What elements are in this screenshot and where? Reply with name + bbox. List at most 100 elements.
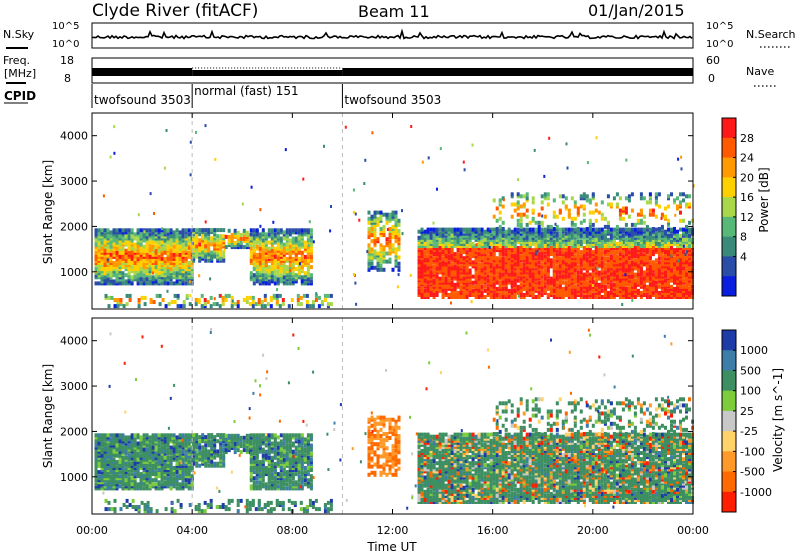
range-cell (616, 254, 619, 258)
range-cell (610, 228, 613, 232)
power-colorbar-tick-label: 28 (740, 132, 754, 145)
power-colorbar-tick-label: 20 (740, 171, 754, 184)
range-cell (270, 296, 273, 300)
range-cell (95, 228, 98, 232)
range-cell (544, 289, 547, 293)
range-cell (185, 243, 188, 247)
range-cell (116, 466, 119, 470)
range-cell (182, 228, 185, 232)
range-cell (667, 234, 670, 238)
range-cell (129, 294, 132, 298)
range-cell (161, 227, 163, 230)
range-cell (165, 304, 168, 308)
range-cell (368, 262, 371, 266)
range-cell (285, 148, 287, 151)
range-cell (454, 283, 457, 287)
range-cell (355, 213, 357, 216)
range-cell (188, 261, 191, 265)
range-cell (353, 189, 355, 192)
range-cell (125, 273, 128, 277)
range-cell (646, 225, 649, 229)
power-colorbar-swatch (722, 177, 736, 197)
range-cell (532, 209, 535, 213)
range-cell (185, 263, 188, 267)
range-cell (427, 242, 430, 246)
range-cell (237, 243, 240, 247)
range-cell (466, 240, 469, 244)
range-cell (122, 247, 125, 251)
range-cell (398, 245, 401, 249)
range-cell (646, 285, 649, 289)
range-cell (225, 245, 228, 249)
range-cell (219, 234, 222, 238)
range-cell (589, 198, 592, 202)
range-cell (292, 277, 295, 281)
range-cell (601, 228, 604, 232)
range-cell (188, 239, 191, 243)
range-cell (131, 228, 134, 232)
range-cell (110, 279, 113, 283)
range-cell (649, 242, 652, 246)
range-cell (568, 209, 571, 213)
range-cell (544, 269, 547, 273)
range-cell (466, 228, 469, 232)
range-cell (685, 194, 688, 198)
range-cell (155, 273, 158, 277)
range-cell (398, 266, 401, 270)
range-cell (159, 294, 162, 298)
range-cell (140, 281, 143, 285)
range-cell (174, 294, 177, 298)
range-cell (466, 291, 469, 295)
range-cell (619, 196, 622, 200)
range-cell (295, 237, 298, 241)
range-cell (392, 225, 395, 229)
noise-panel: N.Sky 10^5 10^0 10^5 10^0 N.Search (3, 21, 796, 50)
range-cell (598, 271, 601, 275)
range-cell (161, 281, 164, 285)
range-cell (168, 302, 171, 306)
range-cell (262, 251, 265, 255)
range-cell (292, 228, 295, 232)
range-cell (628, 194, 631, 198)
range-cell (589, 291, 592, 295)
range-cell (667, 219, 670, 223)
range-cell (141, 296, 144, 300)
range-cell (195, 131, 197, 134)
range-cell (299, 262, 301, 265)
range-cell (634, 242, 637, 246)
range-cell (276, 294, 279, 298)
range-cell (395, 223, 398, 227)
range-cell (487, 279, 490, 283)
range-cell (535, 221, 538, 225)
range-cell (126, 294, 129, 298)
range-cell (493, 240, 496, 244)
range-cell (122, 239, 125, 243)
range-cell (304, 271, 307, 275)
range-cell (274, 269, 277, 273)
range-cell (104, 241, 107, 245)
range-cell (110, 437, 113, 441)
range-cell (460, 250, 463, 254)
range-cell (154, 247, 156, 250)
range-cell (207, 236, 210, 240)
power-colorbar-label: Power [dB] (757, 167, 771, 232)
range-cell (598, 211, 601, 215)
range-cell (222, 296, 225, 300)
range-cell (566, 142, 568, 145)
range-cell (298, 228, 301, 232)
range-cell (107, 273, 110, 277)
range-cell (228, 294, 231, 298)
range-cell (104, 232, 107, 236)
range-cell (625, 159, 627, 162)
range-cell (544, 277, 547, 281)
range-cell (568, 213, 571, 217)
range-cell (152, 275, 155, 279)
range-cell (472, 260, 475, 264)
range-cell (330, 294, 333, 298)
range-cell (460, 228, 463, 232)
range-cell (430, 287, 433, 291)
range-cell (183, 300, 186, 304)
range-cell (493, 232, 496, 236)
range-cell (213, 302, 216, 306)
range-cell (688, 287, 691, 291)
